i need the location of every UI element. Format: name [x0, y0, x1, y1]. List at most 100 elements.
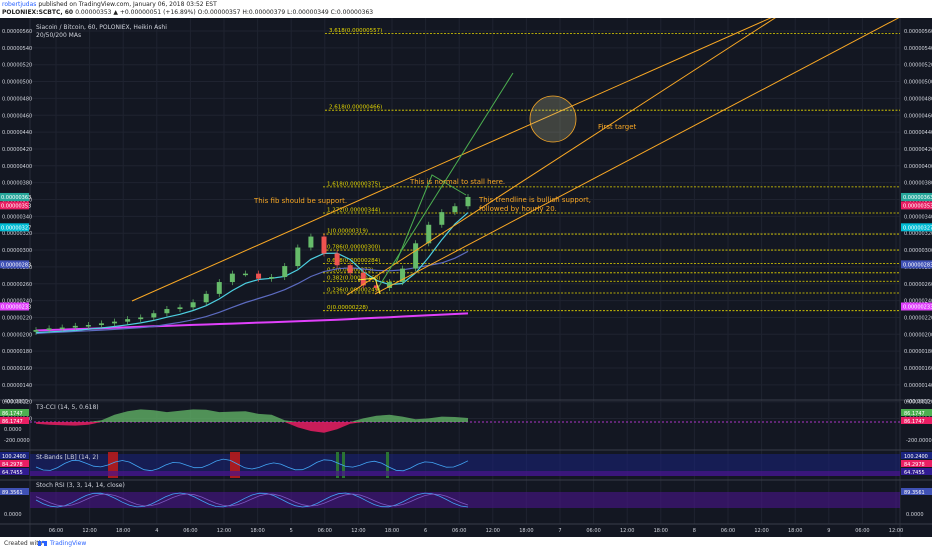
green-pattern-line[interactable]	[395, 174, 467, 264]
tradingview-brand-link[interactable]: TradingView	[50, 540, 87, 547]
t3cci-badge-1-left: 86.1747	[2, 411, 23, 417]
stochrsi-pane[interactable]: Stoch RSI (3, 3, 14, 14, close) 0.0000 0…	[0, 482, 932, 518]
upper-trendline[interactable]	[131, 18, 775, 302]
stbands-green-zone-1	[336, 452, 339, 478]
price-tick-left: 0.00000540	[2, 46, 32, 52]
price-tick-right: 0.00000460	[904, 113, 932, 119]
chart-header: robertjudas published on TradingView.com…	[0, 0, 932, 18]
price-tick-right: 0.00000300	[904, 248, 932, 254]
stochrsi-badge-left: 89.3561	[2, 490, 23, 496]
price-tick-right: 0.00000320	[904, 231, 932, 237]
stbands-badge-1: 100.2400	[904, 454, 928, 460]
long-trendline[interactable]	[374, 18, 932, 295]
time-tick: 06:00	[586, 528, 600, 534]
stbands-line	[35, 458, 469, 472]
price-tick-right: 0.00000540	[904, 46, 932, 52]
fib-extension[interactable]: 3.618(0.00000557) 2.618(0.00000466) 1.618(…	[323, 28, 900, 311]
stall-note: This is normal to stall here.	[409, 178, 505, 186]
price-badges-right: 0.00000363 0.00000353 0.00000327 0.00000283…	[901, 192, 932, 311]
price-badge-bg	[901, 201, 932, 210]
time-tick: 12:00	[754, 528, 768, 534]
price-tick-left: 0.00000560	[2, 29, 32, 35]
price-badge: 0.00000233	[903, 304, 932, 310]
time-tick: 18:00	[250, 528, 264, 534]
time-tick: 8	[693, 528, 696, 534]
trendlines[interactable]	[131, 18, 932, 302]
tradingview-logo-icon	[38, 540, 47, 546]
time-tick: 18:00	[519, 528, 533, 534]
price-tick-right: 0.00000480	[904, 96, 932, 102]
candle-body	[98, 323, 104, 326]
time-axis[interactable]: 06:00 12:00 18:00 4 06:00 12:00 18:00 5 06:00 12:…	[49, 528, 903, 534]
yellow-pullback-line[interactable]	[357, 277, 381, 295]
chart-canvas[interactable]: Siacoin / Bitcoin, 60, POLONIEX, Heikin …	[0, 18, 932, 537]
time-tick: 18:00	[788, 528, 802, 534]
price-tick-right: 0.00000240	[904, 299, 932, 305]
price-tick-right: 0.00000560	[904, 29, 932, 35]
time-tick: 5	[290, 528, 293, 534]
legend-mas: 20/50/200 MAs	[36, 32, 81, 39]
stbands-red-zone-2	[230, 452, 240, 478]
candle-body	[256, 273, 262, 279]
stbands-badge-2: 84.2978	[904, 462, 925, 468]
stbands-pane[interactable]: St-Bands [LB] (14, 2) 100.2400 84.2978 6…	[0, 452, 932, 478]
target-ellipse[interactable]	[529, 95, 577, 143]
grid-lines	[30, 18, 900, 524]
price-tick-right: 0.00000400	[904, 164, 932, 170]
price-badge-bg	[901, 223, 932, 232]
candle-body	[426, 224, 432, 244]
stbands-badge-2-left: 84.2978	[2, 462, 23, 468]
publish-line: robertjudas published on TradingView.com…	[2, 1, 217, 8]
price-badge-left: 0.00000327	[1, 225, 31, 231]
stochrsi-band	[30, 492, 900, 508]
stochrsi-badge-left-bg	[0, 488, 29, 495]
stbands-red-zone-1	[108, 452, 118, 478]
stochrsi-tick-zero-left: 0.0000	[4, 512, 22, 518]
footer: Created with TradingView	[0, 537, 932, 550]
price-tick-right: 0.00000520	[904, 63, 932, 69]
price-badge-left: 0.00000283	[1, 262, 31, 268]
t3cci-badge-2: 86.1747	[904, 419, 925, 425]
stbands-badge-2-left-bg	[0, 460, 29, 467]
price-tick-right: 0.00000180	[904, 349, 932, 355]
t3cci-negative-area	[36, 422, 468, 433]
candle-body	[190, 302, 196, 308]
candle-body	[216, 282, 222, 294]
ohlc-text: 0.00000353 ▲ +0.00000051 (+16.89%) O:0.0…	[75, 9, 374, 16]
candle-body	[33, 330, 39, 332]
price-badges-left: 0.00000363 0.00000353 0.00000327 0.00000283…	[0, 192, 31, 311]
price-tick-left: 0.00000220	[2, 315, 32, 321]
first-target-label: First target	[598, 123, 636, 131]
price-tick-left: 0.00000480	[2, 96, 32, 102]
fib-level-label: 0.618(0.00000284)	[327, 258, 380, 264]
price-tick-left: 0.00000340	[2, 214, 32, 220]
fib-level-label: 0.382(0.00000263)	[327, 276, 380, 282]
ma-20-line	[35, 212, 469, 334]
price-badge-left-bg	[0, 260, 29, 269]
publisher-link[interactable]: robertjudas	[2, 1, 37, 8]
time-tick: 06:00	[721, 528, 735, 534]
stbands-badge-1-left-bg	[0, 452, 29, 459]
fib-level-label: 1.618(0.00000375)	[327, 181, 380, 187]
candle-body	[386, 282, 392, 288]
stochrsi-tick-zero: 0.0000	[906, 512, 924, 518]
price-tick-right: 0.00000440	[904, 130, 932, 136]
t3cci-tick-zero-left: 0.0000	[4, 427, 22, 433]
t3cci-badge-1-left-bg	[0, 409, 29, 416]
stbands-lower-band	[30, 471, 900, 476]
price-badge-left-bg	[0, 223, 29, 232]
price-tick-left: 0.00000420	[2, 147, 32, 153]
candle-body	[59, 327, 65, 330]
t3cci-pane[interactable]: T3-CCI (14, 5, 0.618) 400.0000 -200.0000…	[0, 399, 932, 444]
t3cci-badge-2-bg	[901, 417, 932, 424]
price-tick-right: 0.00000220	[904, 315, 932, 321]
ma-200-line	[35, 312, 469, 332]
t3cci-badge-1: 86.1747	[904, 411, 925, 417]
price-badge-bg	[901, 302, 932, 311]
legend-title: Siacoin / Bitcoin, 60, POLONIEX, Heikin …	[36, 24, 167, 31]
lower-trendline[interactable]	[346, 18, 778, 296]
fib-level-label: 0.786(0.00000300)	[327, 245, 380, 251]
time-tick: 12:00	[82, 528, 96, 534]
price-axis-right[interactable]: 0.00000560 0.00000540 0.00000520 0.00000500…	[904, 29, 932, 423]
trend-support-note-1: This trendline is bullish support,	[478, 196, 591, 204]
